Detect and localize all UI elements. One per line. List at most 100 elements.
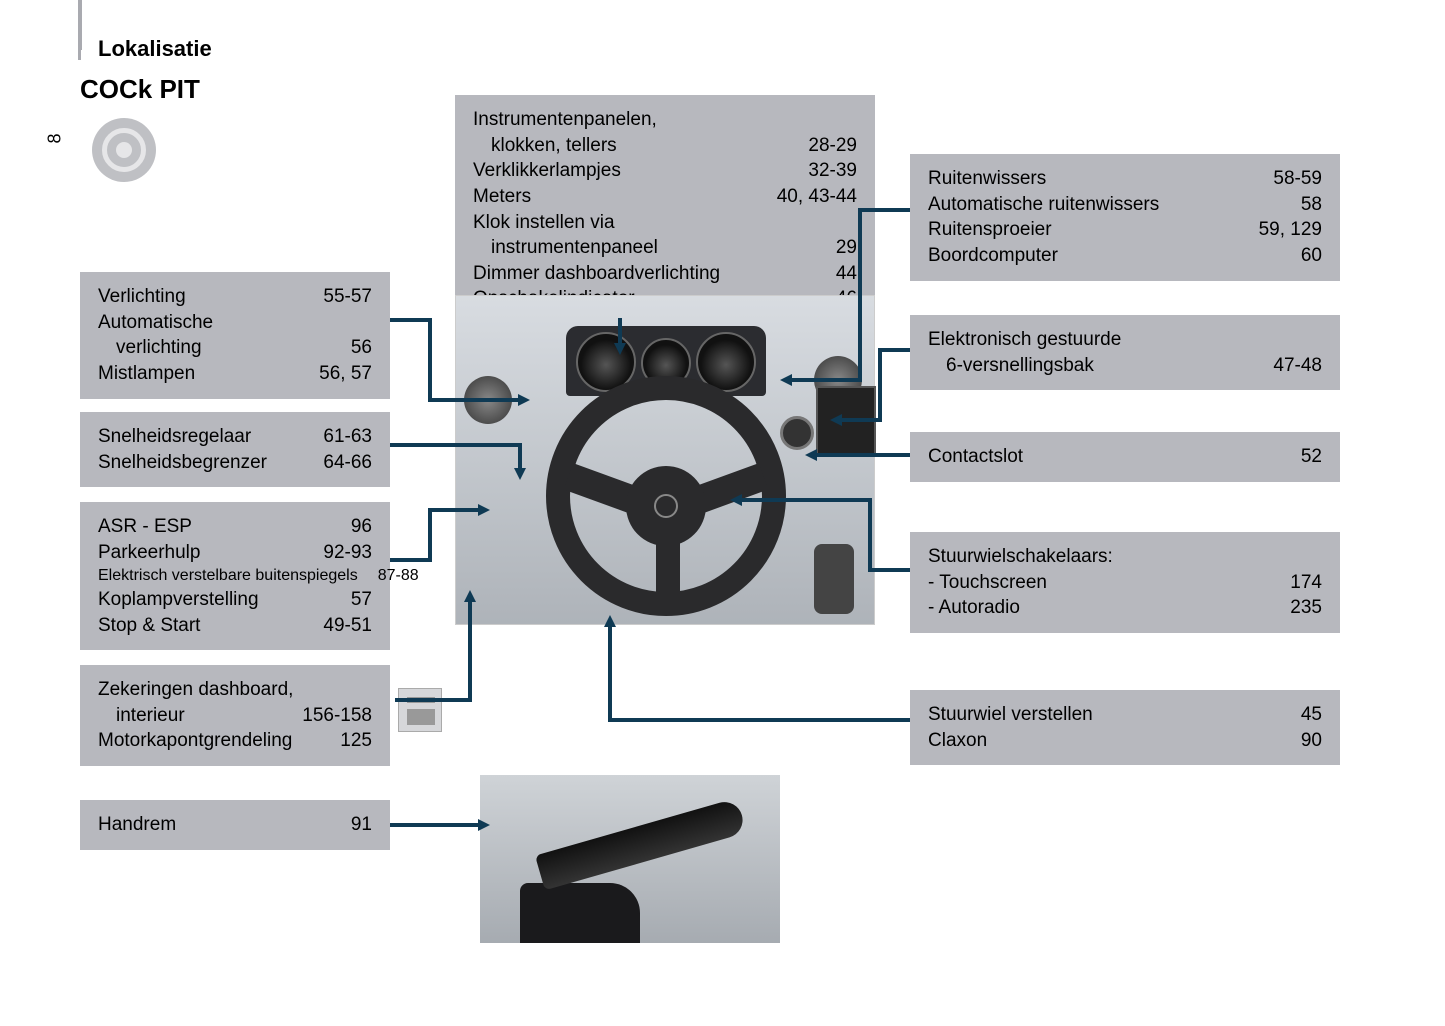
callout-label: Parkeerhulp [98,540,200,566]
callout-label: Stuurwiel verstellen [928,702,1093,728]
callout-pages: 235 [1270,595,1322,621]
callout-box-lighting: Verlichting55-57Automatischeverlichting 5… [80,272,390,399]
callout-pages: 64-66 [303,450,372,476]
callout-pages: 125 [320,728,372,754]
callout-row: - Touchscreen174 [928,570,1322,596]
callout-row: Contactslot 52 [928,444,1322,470]
callout-pages: 59, 129 [1239,217,1322,243]
callout-pages: 29 [816,235,857,261]
callout-label: Stop & Start [98,613,200,639]
callout-label: Snelheidsbegrenzer [98,450,267,476]
callout-box-wheelswitch: Stuurwielschakelaars:- Touchscreen174- A… [910,532,1340,633]
callout-row: Stuurwielschakelaars: [928,544,1322,570]
callout-row: ASR - ESP 96 [98,514,372,540]
callout-row: Automatische [98,310,372,336]
callout-row: Snelheidsregelaar61-63 [98,424,372,450]
callout-row: klokken, tellers 28-29 [473,133,857,159]
callout-pages: 156-158 [282,703,372,729]
callout-pages: 57 [331,587,372,613]
callout-box-ignition: Contactslot 52 [910,432,1340,482]
callout-box-cruise: Snelheidsregelaar61-63Snelheidsbegrenzer… [80,412,390,487]
handbrake-image [480,775,780,943]
callout-label: Elektrisch verstelbare buitenspiegels [98,565,358,587]
callout-box-instruments: Instrumentenpanelen,klokken, tellers 28-2… [455,95,875,324]
callout-label: Claxon [928,728,987,754]
callout-label: Instrumentenpanelen, [473,107,657,133]
callout-row: Mistlampen 56, 57 [98,361,372,387]
callout-label: ASR - ESP [98,514,192,540]
callout-row: Dimmer dashboardverlichting 44 [473,261,857,287]
callout-box-wipers: Ruitenwissers58-59Automatische ruitenwis… [910,154,1340,281]
callout-row: Motorkapontgrendeling 125 [98,728,372,754]
callout-row: Automatische ruitenwissers 58 [928,192,1322,218]
callout-pages: 96 [331,514,372,540]
callout-row: instrumentenpaneel29 [473,235,857,261]
callout-label: klokken, tellers [473,133,617,159]
callout-row: Ruitensproeier 59, 129 [928,217,1322,243]
callout-box-asr: ASR - ESP 96 Parkeerhulp 92-93Elektrisch ve… [80,502,390,650]
callout-pages: 49-51 [303,613,372,639]
callout-pages: 91 [331,812,372,838]
callout-label: Boordcomputer [928,243,1058,269]
callout-label: Dimmer dashboardverlichting [473,261,720,287]
callout-label: - Autoradio [928,595,1020,621]
callout-row: 6-versnellingsbak 47-48 [928,353,1322,379]
callout-box-fuses: Zekeringen dashboard,interieur 156-158Mot… [80,665,390,766]
callout-label: Ruitenwissers [928,166,1046,192]
callout-label: Elektronisch gestuurde [928,327,1121,353]
callout-row: Parkeerhulp 92-93 [98,540,372,566]
callout-pages: 58 [1281,192,1322,218]
callout-row: Meters40, 43-44 [473,184,857,210]
callout-label: Ruitensproeier [928,217,1052,243]
callout-row: Stop & Start 49-51 [98,613,372,639]
callout-label: Motorkapontgrendeling [98,728,292,754]
callout-box-gearbox: Elektronisch gestuurde6-versnellingsbak 4… [910,315,1340,390]
fusebox-icon [398,688,442,732]
callout-pages: 92-93 [303,540,372,566]
callout-label: Contactslot [928,444,1023,470]
callout-pages: 58-59 [1253,166,1322,192]
callout-row: Boordcomputer 60 [928,243,1322,269]
callout-pages: 44 [816,261,857,287]
page-title: COCk PIT [80,74,200,105]
callout-label: interieur [98,703,185,729]
callout-label: Handrem [98,812,176,838]
callout-pages: 52 [1281,444,1322,470]
callout-pages: 28-29 [788,133,857,159]
callout-label: Automatische ruitenwissers [928,192,1159,218]
callout-label: - Touchscreen [928,570,1047,596]
callout-label: Zekeringen dashboard, [98,677,293,703]
callout-row: interieur 156-158 [98,703,372,729]
callout-row: Handrem 91 [98,812,372,838]
steering-wheel-icon [92,118,156,182]
callout-row: Claxon 90 [928,728,1322,754]
callout-row: Verlichting55-57 [98,284,372,310]
callout-row: Elektronisch gestuurde [928,327,1322,353]
callout-pages: 47-48 [1253,353,1322,379]
callout-row: verlichting 56 [98,335,372,361]
callout-row: - Autoradio 235 [928,595,1322,621]
callout-pages: 56 [331,335,372,361]
callout-pages: 90 [1281,728,1322,754]
callout-row: Zekeringen dashboard, [98,677,372,703]
callout-pages: 56, 57 [299,361,372,387]
callout-box-handbrake: Handrem 91 [80,800,390,850]
callout-row: Instrumentenpanelen, [473,107,857,133]
callout-box-steeradj: Stuurwiel verstellen 45 Claxon 90 [910,690,1340,765]
callout-pages: 45 [1281,702,1322,728]
callout-row: Stuurwiel verstellen 45 [928,702,1322,728]
dashboard-image [455,295,875,625]
callout-label: 6-versnellingsbak [928,353,1094,379]
callout-label: Koplampverstelling [98,587,259,613]
callout-pages: 55-57 [303,284,372,310]
callout-label: Mistlampen [98,361,195,387]
callout-row: Ruitenwissers 58-59 [928,166,1322,192]
callout-pages: 60 [1281,243,1322,269]
callout-label: verlichting [98,335,202,361]
callout-pages: 87-88 [358,565,419,587]
callout-row: Verklikkerlampjes32-39 [473,158,857,184]
callout-label: Snelheidsregelaar [98,424,251,450]
callout-row: Snelheidsbegrenzer 64-66 [98,450,372,476]
callout-pages: 40, 43-44 [757,184,857,210]
callout-label: Stuurwielschakelaars: [928,544,1113,570]
